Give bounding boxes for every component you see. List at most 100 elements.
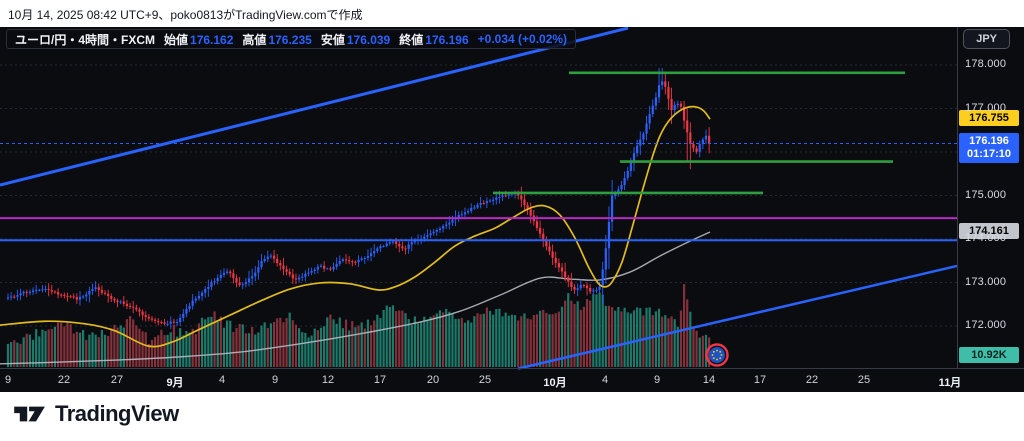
volume-bar — [276, 318, 279, 367]
volume-bar — [78, 332, 82, 367]
candle-body — [269, 255, 273, 257]
chart-container[interactable]: ユーロ/円・4時間・FXCM 始値 176.162 高値 176.235 安値 176.0… — [0, 27, 1024, 392]
volume-bar — [291, 320, 294, 367]
symbol-header[interactable]: ユーロ/円・4時間・FXCM 始値 176.162 高値 176.235 安値 176.0… — [6, 29, 577, 49]
volume-bar — [66, 322, 69, 367]
volume-bar — [382, 310, 385, 367]
eu-flag-star — [719, 357, 722, 360]
event-marker-ring[interactable] — [705, 343, 729, 367]
candle-body — [551, 251, 554, 258]
volume-bar — [263, 322, 266, 367]
time-axis[interactable]: 9 22 27 9月 4 9 12 17 20 25 10月 4 9 14 17 22 25 11月 — [0, 368, 1024, 392]
candle-body — [213, 281, 216, 283]
candle-body — [251, 276, 254, 279]
candle-body — [470, 207, 473, 212]
candle-body — [539, 227, 542, 234]
volume-bar — [157, 335, 160, 367]
volume-bar — [200, 317, 204, 367]
volume-bar — [229, 320, 232, 367]
trendline[interactable] — [517, 264, 958, 370]
price-axis-label: 178.000 — [965, 58, 1007, 70]
candle-body — [266, 256, 269, 260]
candle-body — [160, 322, 163, 324]
volume-bar — [63, 326, 66, 367]
time-axis-label: 25 — [478, 374, 492, 386]
volume-bar — [116, 327, 119, 367]
volume-bar — [122, 327, 125, 367]
candle-body — [285, 269, 288, 272]
candle-body — [435, 230, 438, 232]
candle-body — [589, 287, 592, 292]
candle-body — [10, 296, 13, 298]
volume-bar — [432, 315, 435, 367]
symbol-title[interactable]: ユーロ/円・4時間・FXCM — [15, 32, 156, 47]
eu-flag-star — [719, 350, 722, 353]
currency-toggle-button[interactable]: JPY — [963, 29, 1010, 49]
candle-body — [401, 246, 404, 249]
candle-body — [498, 196, 501, 198]
candle-body — [232, 273, 235, 279]
volume-bar — [191, 328, 194, 367]
price-axis[interactable]: 176.755 176.196 01:17:10 174.161 10.92K … — [958, 27, 1024, 368]
volume-bar — [366, 319, 370, 367]
trendline[interactable] — [0, 27, 629, 187]
candle-body — [654, 97, 658, 106]
candle-body — [535, 221, 539, 228]
candle-body — [354, 261, 357, 263]
volume-bar — [185, 330, 188, 367]
candle-body — [116, 300, 119, 302]
eu-flag-star — [716, 358, 718, 361]
volume-bar — [94, 334, 97, 367]
candle-body — [620, 185, 623, 190]
eu-flag-star — [711, 354, 714, 356]
candle-body — [642, 133, 645, 140]
candle-body — [388, 242, 391, 244]
tradingview-logo[interactable]: TradingView — [13, 401, 179, 427]
candle-body — [28, 291, 32, 293]
volume-bar — [610, 307, 614, 367]
candle-body — [310, 271, 313, 273]
volume-bar — [19, 343, 22, 367]
candle-body — [426, 235, 429, 237]
candle-body — [279, 263, 282, 266]
candle-body — [595, 289, 598, 291]
volume-bar — [454, 319, 457, 367]
candle-body — [254, 272, 257, 277]
volume-bar — [595, 294, 598, 367]
candle-body — [291, 274, 294, 279]
volume-bar — [332, 319, 335, 367]
candle-body — [60, 294, 63, 296]
volume-bar — [351, 321, 354, 367]
volume-bar — [470, 322, 473, 367]
candle-body — [188, 305, 191, 309]
volume-bar — [598, 292, 601, 367]
candle-body — [385, 243, 388, 246]
volume-bar — [535, 314, 539, 367]
volume-bar — [570, 300, 573, 367]
candle-body — [163, 322, 166, 324]
last-price-value: 176.196 — [969, 135, 1009, 148]
price-axis-label: 173.000 — [965, 275, 1007, 288]
volume-bar — [473, 316, 476, 367]
volume-bar — [651, 315, 654, 367]
candle-body — [241, 284, 244, 286]
candle-body — [573, 286, 576, 290]
candle-body — [78, 296, 82, 300]
candle-body — [326, 268, 329, 270]
volume-bar — [16, 342, 19, 367]
volume-bar — [160, 329, 163, 367]
volume-bar — [28, 334, 32, 367]
volume-bar — [316, 330, 319, 367]
candle-body — [172, 321, 175, 323]
eu-flag-event-icon[interactable] — [709, 347, 725, 363]
candle-body — [316, 266, 319, 270]
volume-bar — [244, 333, 247, 367]
volume-bar — [661, 316, 664, 367]
price-chart-plot[interactable] — [0, 27, 1024, 392]
volume-bar — [642, 315, 645, 367]
time-axis-label: 20 — [426, 374, 440, 386]
volume-bar — [548, 314, 551, 367]
footer: TradingView — [0, 392, 1024, 441]
volume-bar — [554, 313, 557, 367]
candle-body — [75, 297, 78, 300]
